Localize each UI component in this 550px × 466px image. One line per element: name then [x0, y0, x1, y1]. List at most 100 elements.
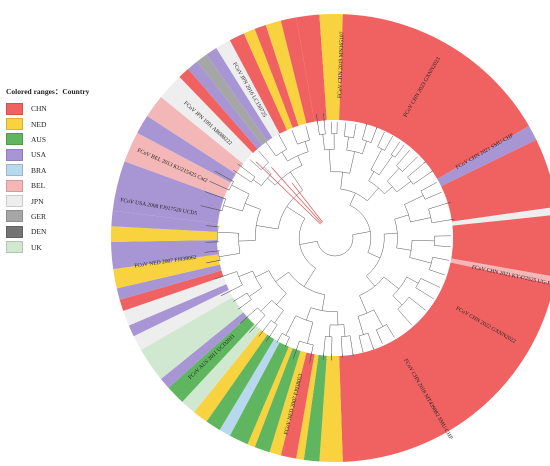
tree-branch	[405, 149, 411, 156]
country-sector-usa	[437, 126, 537, 187]
tree-branch	[412, 156, 418, 162]
tree-branch	[231, 184, 250, 195]
tree-branch	[398, 141, 401, 145]
tree-branch	[249, 323, 258, 333]
tree-branch	[249, 159, 253, 162]
legend-swatch	[6, 118, 23, 131]
tree-branch	[370, 126, 378, 143]
tree-branch	[391, 143, 399, 155]
tree-branch	[233, 169, 239, 174]
tree-branch	[258, 329, 265, 337]
tree-branch	[434, 245, 448, 247]
tree-branch	[328, 149, 331, 172]
tree-branch	[281, 151, 288, 162]
tree-branch	[421, 306, 426, 311]
tree-branch	[204, 250, 220, 253]
tree-branch	[304, 141, 309, 152]
tree-branch	[367, 252, 381, 259]
country-sector-aus	[168, 316, 255, 402]
tree-branch	[257, 307, 266, 316]
country-sector-chn	[339, 262, 550, 462]
country-sector-ned	[110, 226, 218, 242]
tree-branch	[267, 177, 276, 186]
tree-branch	[386, 324, 395, 338]
tree-branch	[322, 134, 325, 150]
tree-branch	[392, 295, 403, 306]
tree-branch	[238, 306, 242, 310]
country-sector-ned	[113, 254, 221, 289]
tree-branch	[367, 187, 379, 202]
tree-branch	[362, 123, 368, 140]
legend-item-ger: GER	[6, 209, 124, 224]
tree-branch	[255, 270, 269, 278]
tree-branch	[218, 253, 240, 257]
legend-item-bel: BEL	[6, 178, 124, 193]
country-sector-usa	[111, 210, 218, 232]
tree-branch	[204, 191, 226, 200]
tree-branch	[316, 114, 318, 124]
tree-branch	[244, 203, 261, 210]
legend-label: UK	[31, 242, 42, 252]
legend-swatch	[6, 164, 23, 177]
tree-branch	[410, 217, 431, 223]
tree-branch	[404, 195, 424, 205]
tree-branch	[408, 296, 422, 308]
tree-branch	[407, 320, 412, 326]
legend-label: JPN	[31, 196, 44, 206]
tree-center-disc	[217, 120, 453, 356]
legend-label: BEL	[31, 181, 46, 191]
tree-branch	[256, 225, 279, 230]
tree-branch	[425, 293, 434, 300]
country-sector-bel	[124, 132, 231, 198]
tree-branch	[252, 161, 262, 170]
tree-branch	[343, 324, 346, 337]
country-sector-jpn	[451, 207, 550, 226]
legend-label: BRA	[31, 165, 47, 175]
tree-branch	[238, 240, 256, 242]
tree-branch	[271, 300, 284, 311]
tree-branch	[321, 294, 326, 311]
tree-branch	[221, 290, 232, 296]
legend-swatch	[6, 179, 23, 192]
legend-swatch	[6, 148, 23, 161]
tree-branch	[420, 183, 435, 192]
tree-branch	[309, 351, 313, 364]
tree-branch	[217, 231, 239, 234]
tree-branch	[433, 182, 437, 185]
country-sector-chn	[280, 17, 315, 124]
tree-branch	[430, 170, 433, 173]
tree-branch	[396, 165, 403, 172]
tree-branch	[409, 240, 413, 258]
tree-branch	[297, 155, 303, 166]
tree-branch	[384, 136, 393, 151]
country-sector-usa	[112, 161, 225, 224]
tree-branch	[409, 257, 432, 264]
tree-branch	[265, 334, 272, 342]
country-sector-ger	[197, 54, 268, 146]
tree-branch	[209, 180, 230, 191]
legend-item-aus: AUS	[6, 132, 124, 147]
country-sector-ned	[265, 20, 307, 126]
tree-branch	[278, 134, 280, 137]
tree-branch	[402, 144, 405, 148]
tree-branch	[384, 186, 393, 194]
country-sector-usa	[128, 284, 229, 337]
tree-branch	[329, 324, 331, 337]
tree-branch	[366, 275, 375, 287]
country-sector-aus	[229, 342, 289, 445]
tree-branch	[276, 339, 279, 343]
tree-branch	[387, 168, 400, 182]
country-sector-usa	[160, 312, 248, 388]
tree-branch	[357, 316, 364, 335]
country-sector-usa	[116, 264, 222, 300]
tree-branch	[258, 150, 261, 154]
tree-branch	[396, 181, 412, 193]
legend-label: USA	[31, 150, 47, 160]
tree-branch	[223, 205, 243, 212]
tree-branch	[214, 170, 234, 182]
tree-branch	[396, 155, 406, 166]
country-sector-bel	[147, 97, 244, 174]
tree-branch	[214, 275, 226, 280]
tree-branch	[265, 142, 268, 144]
tree-branch	[367, 333, 374, 350]
